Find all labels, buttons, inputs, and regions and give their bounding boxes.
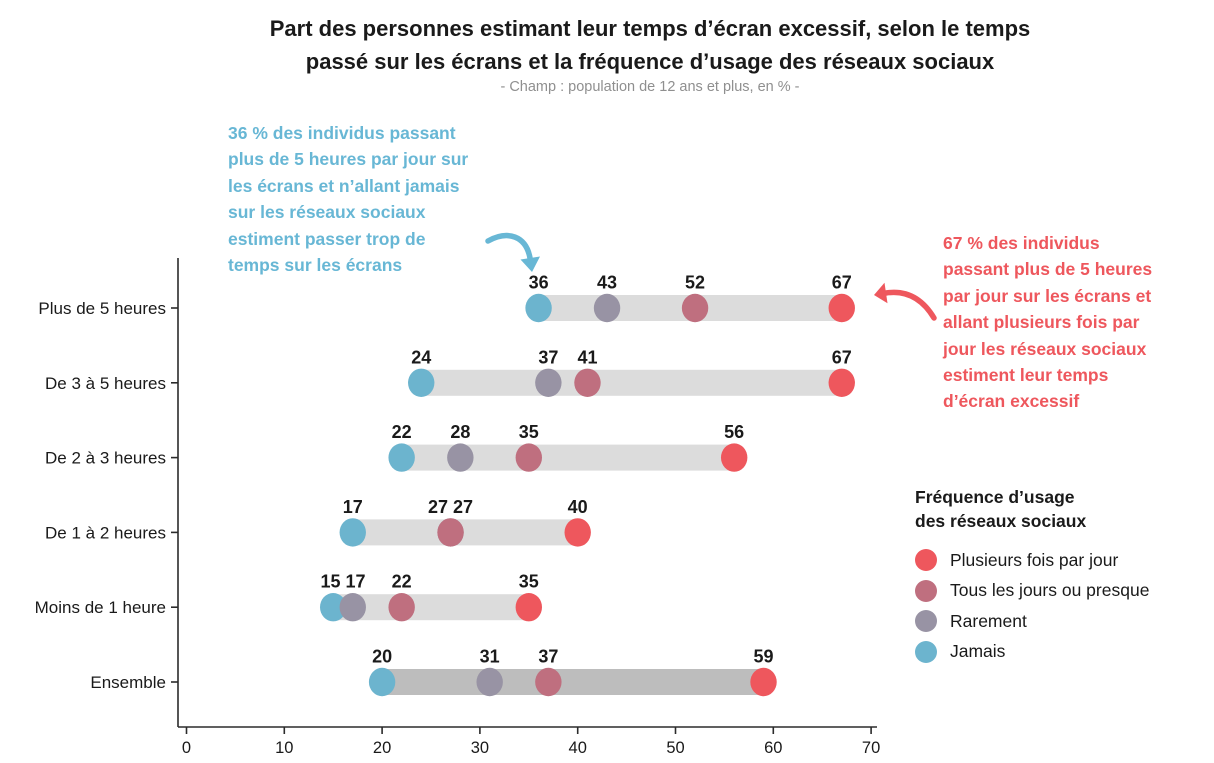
series-dot <box>368 667 396 697</box>
dumbbell-track-bar <box>352 519 578 546</box>
chart-title: Part des personnes estimant leur temps d… <box>269 16 1031 74</box>
x-tick-label: 50 <box>666 739 684 757</box>
series-dot <box>320 593 347 622</box>
series-dot <box>515 443 542 472</box>
chart-subtitle: - Champ : population de 12 ans et plus, … <box>500 79 800 95</box>
x-tick-label: 0 <box>182 739 191 757</box>
legend-title: Fréquence d’usage des réseaux sociaux <box>915 487 1087 531</box>
value-label: 31 <box>480 647 500 667</box>
legend: Fréquence d’usage des réseaux sociaux Pl… <box>915 486 1205 667</box>
value-label: 59 <box>754 647 774 667</box>
curved-arrow-down-icon <box>485 232 540 272</box>
value-label: 67 <box>832 347 852 367</box>
series-dot <box>828 368 855 397</box>
legend-item: Rarement <box>915 606 1205 637</box>
value-label: 17 <box>343 497 363 517</box>
series-dot <box>750 667 777 697</box>
annotation-jamais-36: 36 % des individus passant plus de 5 heu… <box>228 123 469 276</box>
series-dot <box>515 593 542 622</box>
value-label: 52 <box>685 273 705 293</box>
y-category-label: De 2 à 3 heures <box>45 449 166 468</box>
value-label: 40 <box>568 497 588 517</box>
legend-swatch-circle <box>915 640 937 663</box>
value-label: 28 <box>450 422 470 442</box>
series-dot <box>681 293 709 323</box>
annotation-plusieurs-67: 67 % des individus passant plus de 5 heu… <box>943 233 1153 412</box>
legend-swatch-circle <box>915 579 937 602</box>
value-label: 27 <box>428 497 448 517</box>
series-dot <box>339 593 366 622</box>
series-dot <box>828 293 855 323</box>
x-tick-label: 30 <box>471 739 489 757</box>
series-dot <box>535 667 562 697</box>
value-label: 24 <box>411 347 431 367</box>
x-tick-label: 10 <box>275 739 293 757</box>
series-dot <box>388 593 415 622</box>
value-label: 20 <box>372 647 392 667</box>
legend-item: Plusieurs fois par jour <box>915 545 1205 576</box>
y-category-label: Ensemble <box>90 673 166 692</box>
value-label: 15 <box>320 572 340 592</box>
series-dot <box>388 443 415 472</box>
y-category-label: De 1 à 2 heures <box>45 523 166 542</box>
curved-arrow-left-icon <box>874 282 937 321</box>
legend-swatch-circle <box>915 549 937 572</box>
series-dot <box>535 368 562 397</box>
value-label: 37 <box>538 347 558 367</box>
value-label: 43 <box>597 273 617 293</box>
x-tick-label: 20 <box>373 739 391 757</box>
series-dot <box>408 368 435 397</box>
series-dot <box>720 443 748 472</box>
value-label: 41 <box>577 347 597 367</box>
value-label: 35 <box>519 572 539 592</box>
y-category-label: De 3 à 5 heures <box>45 374 166 393</box>
value-label: 17 <box>345 572 365 592</box>
legend-item-label: Rarement <box>950 610 1027 631</box>
value-label: 27 <box>453 497 473 517</box>
y-category-label: Moins de 1 heure <box>35 598 166 617</box>
series-dot <box>574 368 601 397</box>
legend-item-label: Tous les jours ou presque <box>950 580 1150 601</box>
x-tick-label: 70 <box>862 739 880 757</box>
legend-item: Tous les jours ou presque <box>915 576 1205 607</box>
legend-item-label: Jamais <box>950 641 1006 662</box>
dumbbell-track-bar <box>421 369 842 396</box>
legend-swatch-circle <box>915 610 937 633</box>
value-label: 36 <box>529 273 549 293</box>
value-label: 56 <box>724 422 744 442</box>
series-dot <box>476 667 503 697</box>
series-dot <box>447 443 474 472</box>
dumbbell-track-bar <box>382 669 764 695</box>
series-dot <box>525 293 552 323</box>
value-label: 22 <box>392 422 412 442</box>
series-dot <box>437 518 464 547</box>
value-label: 35 <box>519 422 539 442</box>
value-label: 22 <box>392 572 412 592</box>
legend-item: Jamais <box>915 637 1205 668</box>
y-category-label: Plus de 5 heures <box>38 299 166 318</box>
series-dot <box>339 518 366 547</box>
value-label: 37 <box>538 647 558 667</box>
x-tick-label: 40 <box>569 739 587 757</box>
series-dot <box>564 518 591 547</box>
value-label: 67 <box>832 273 852 293</box>
series-dot <box>593 293 621 323</box>
legend-items: Plusieurs fois par jour Tous les jours ou… <box>915 545 1205 667</box>
legend-item-label: Plusieurs fois par jour <box>950 549 1119 570</box>
x-tick-label: 60 <box>764 739 782 757</box>
